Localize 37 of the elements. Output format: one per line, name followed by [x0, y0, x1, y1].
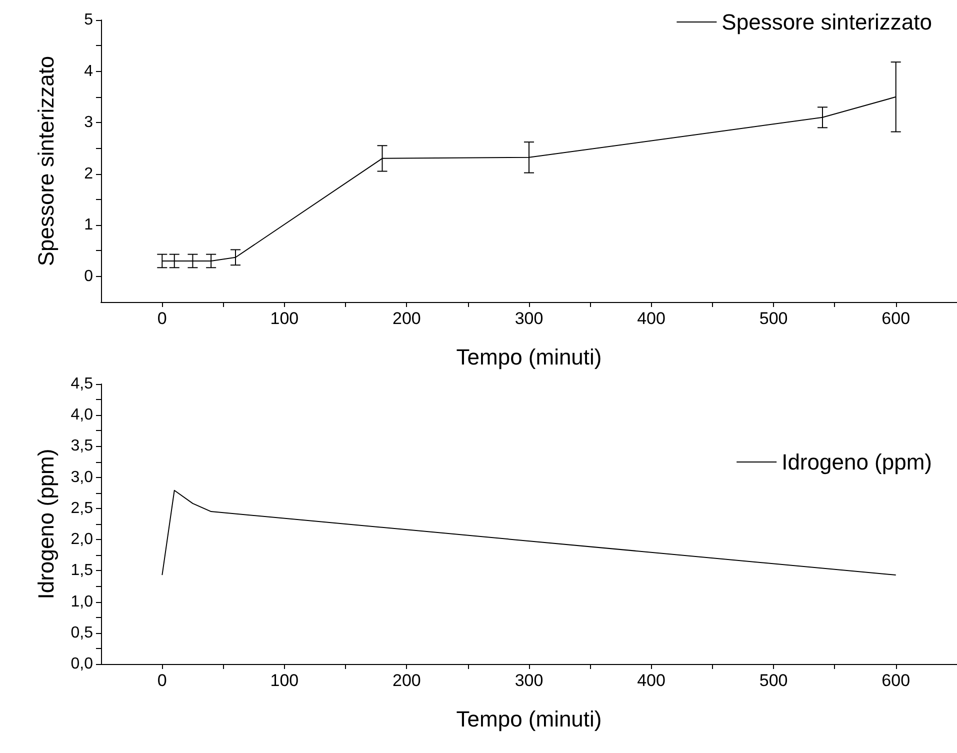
line-series: [162, 490, 896, 576]
y-tick-label: 2: [84, 165, 94, 182]
x-tick-label: 100: [270, 309, 299, 328]
y-tick-label: 4,0: [70, 406, 94, 424]
x-tick-label: 100: [270, 671, 299, 690]
x-tick-label: 0: [157, 309, 167, 328]
y-tick-label: 2,5: [70, 500, 94, 517]
y-tick-label: 2,0: [70, 531, 94, 548]
y-tick-label: 0,5: [70, 624, 94, 642]
y-tick-label: 1: [84, 216, 94, 234]
x-tick-label: 200: [392, 671, 421, 690]
y-tick-label: 3,5: [70, 438, 94, 455]
y-axis-title: Spessore sinterizzato: [34, 56, 58, 266]
x-tick-label: 400: [637, 309, 666, 328]
y-tick-label: 3,0: [70, 468, 94, 486]
y-tick-label: 1,0: [70, 593, 94, 610]
x-tick-label: 300: [514, 309, 544, 328]
y-tick-label: 0: [84, 268, 94, 285]
x-tick-label: 500: [759, 671, 788, 690]
y-tick-label: 5: [84, 12, 94, 28]
x-axis-title: Tempo (minuti): [456, 706, 602, 732]
y-tick-label: 4,5: [70, 376, 94, 392]
x-tick-label: 0: [157, 671, 167, 690]
y-tick-label: 3: [84, 114, 94, 132]
legend-label: Idrogeno (ppm): [782, 450, 932, 474]
y-axis-title: Idrogeno (ppm): [34, 448, 58, 600]
x-tick-label: 300: [514, 671, 544, 690]
y-tick-label: 1,5: [70, 562, 94, 580]
x-tick-label: 500: [759, 309, 788, 328]
x-tick-label: 600: [882, 671, 910, 690]
x-tick-label: 400: [637, 671, 666, 690]
y-tick-label: 0,0: [70, 656, 94, 672]
x-tick-label: 200: [392, 309, 421, 328]
y-tick-label: 4: [84, 62, 94, 80]
legend-label: Spessore sinterizzato: [722, 10, 932, 34]
x-tick-label: 600: [882, 309, 910, 328]
x-axis-title: Tempo (minuti): [456, 344, 602, 370]
